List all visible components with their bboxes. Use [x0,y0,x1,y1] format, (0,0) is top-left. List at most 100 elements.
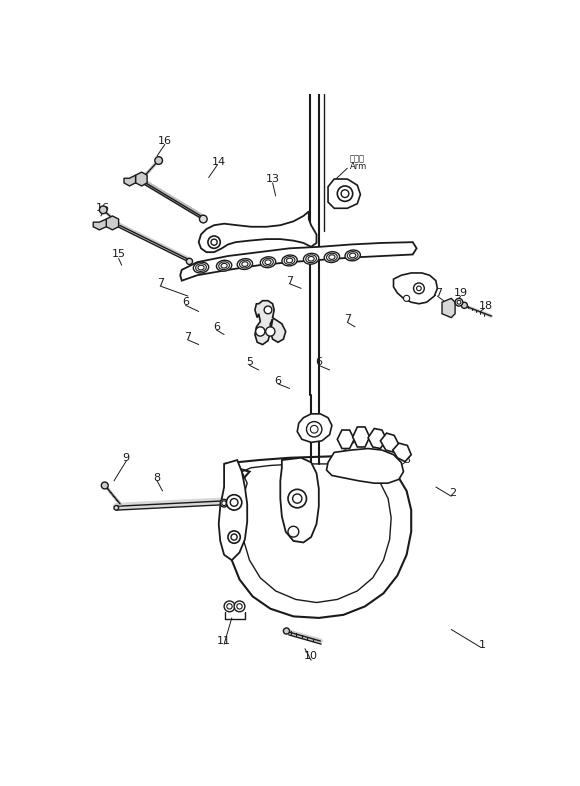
Circle shape [288,527,299,537]
Circle shape [227,604,232,609]
Circle shape [457,300,461,304]
Circle shape [455,299,463,306]
Text: 5: 5 [246,358,253,367]
Circle shape [414,283,425,294]
Polygon shape [368,428,386,449]
Ellipse shape [350,253,356,258]
Text: 10: 10 [304,652,318,662]
Circle shape [461,303,467,308]
Circle shape [416,286,421,291]
Ellipse shape [284,256,295,264]
Polygon shape [136,172,147,186]
Polygon shape [380,433,399,453]
Circle shape [228,531,240,543]
Circle shape [310,425,318,433]
Polygon shape [219,460,247,560]
Text: 6: 6 [213,321,220,332]
Ellipse shape [193,263,209,273]
Polygon shape [224,456,411,618]
Text: 8: 8 [154,473,161,483]
Ellipse shape [263,259,273,266]
Circle shape [208,236,220,248]
Circle shape [224,601,235,612]
Ellipse shape [265,260,271,265]
Circle shape [341,189,349,197]
Circle shape [293,494,302,503]
Polygon shape [106,216,118,230]
Text: 17: 17 [430,288,444,298]
Circle shape [155,156,162,164]
Polygon shape [393,443,411,461]
Circle shape [226,494,242,510]
Ellipse shape [195,263,206,271]
Text: 7: 7 [344,314,351,324]
Circle shape [186,259,193,265]
Text: 6: 6 [274,376,281,386]
Circle shape [306,421,322,437]
Text: 11: 11 [217,636,231,646]
Polygon shape [297,414,332,443]
Circle shape [102,482,108,489]
Circle shape [338,186,353,201]
Ellipse shape [329,255,335,259]
Text: 16: 16 [158,135,172,145]
Text: 9: 9 [123,453,130,463]
Ellipse shape [306,255,317,263]
Text: 7: 7 [184,332,191,342]
Ellipse shape [260,257,276,268]
Polygon shape [338,430,354,449]
Ellipse shape [347,252,358,259]
Text: Arm: Arm [350,162,367,171]
Circle shape [237,604,242,609]
Text: 2: 2 [450,488,456,498]
Polygon shape [199,211,317,252]
Circle shape [99,206,107,214]
Text: 13: 13 [266,174,280,184]
Ellipse shape [198,265,204,270]
Ellipse shape [219,262,230,270]
Polygon shape [442,299,455,318]
Ellipse shape [100,207,106,213]
Circle shape [211,239,217,245]
Text: ア－ム: ア－ム [350,155,365,163]
Circle shape [288,490,306,508]
Text: 15: 15 [111,249,126,259]
Polygon shape [93,219,106,230]
Text: 19: 19 [454,288,467,298]
Text: 1: 1 [478,640,485,650]
Circle shape [200,215,207,223]
Ellipse shape [240,260,250,268]
Circle shape [230,498,238,506]
Circle shape [404,296,409,302]
Ellipse shape [303,253,319,264]
Ellipse shape [155,157,162,163]
Ellipse shape [242,262,248,266]
Polygon shape [327,449,404,483]
Ellipse shape [222,501,226,505]
Ellipse shape [287,258,293,263]
Circle shape [231,534,237,540]
Polygon shape [328,179,360,208]
Ellipse shape [220,499,228,507]
Circle shape [256,327,265,336]
Ellipse shape [308,256,314,261]
Text: 7: 7 [286,276,293,285]
Ellipse shape [221,263,227,268]
Text: 6: 6 [316,358,322,367]
Ellipse shape [282,255,297,266]
Circle shape [234,601,245,612]
Ellipse shape [114,505,118,510]
Text: 7: 7 [157,278,164,288]
Circle shape [284,628,289,634]
Ellipse shape [324,252,339,263]
Polygon shape [124,175,136,186]
Polygon shape [255,301,286,344]
Text: 16: 16 [96,204,110,213]
Ellipse shape [345,250,360,261]
Polygon shape [280,457,319,542]
Ellipse shape [237,259,252,270]
Text: 6: 6 [182,297,189,307]
Polygon shape [180,242,416,281]
Polygon shape [353,427,369,447]
Circle shape [266,327,275,336]
